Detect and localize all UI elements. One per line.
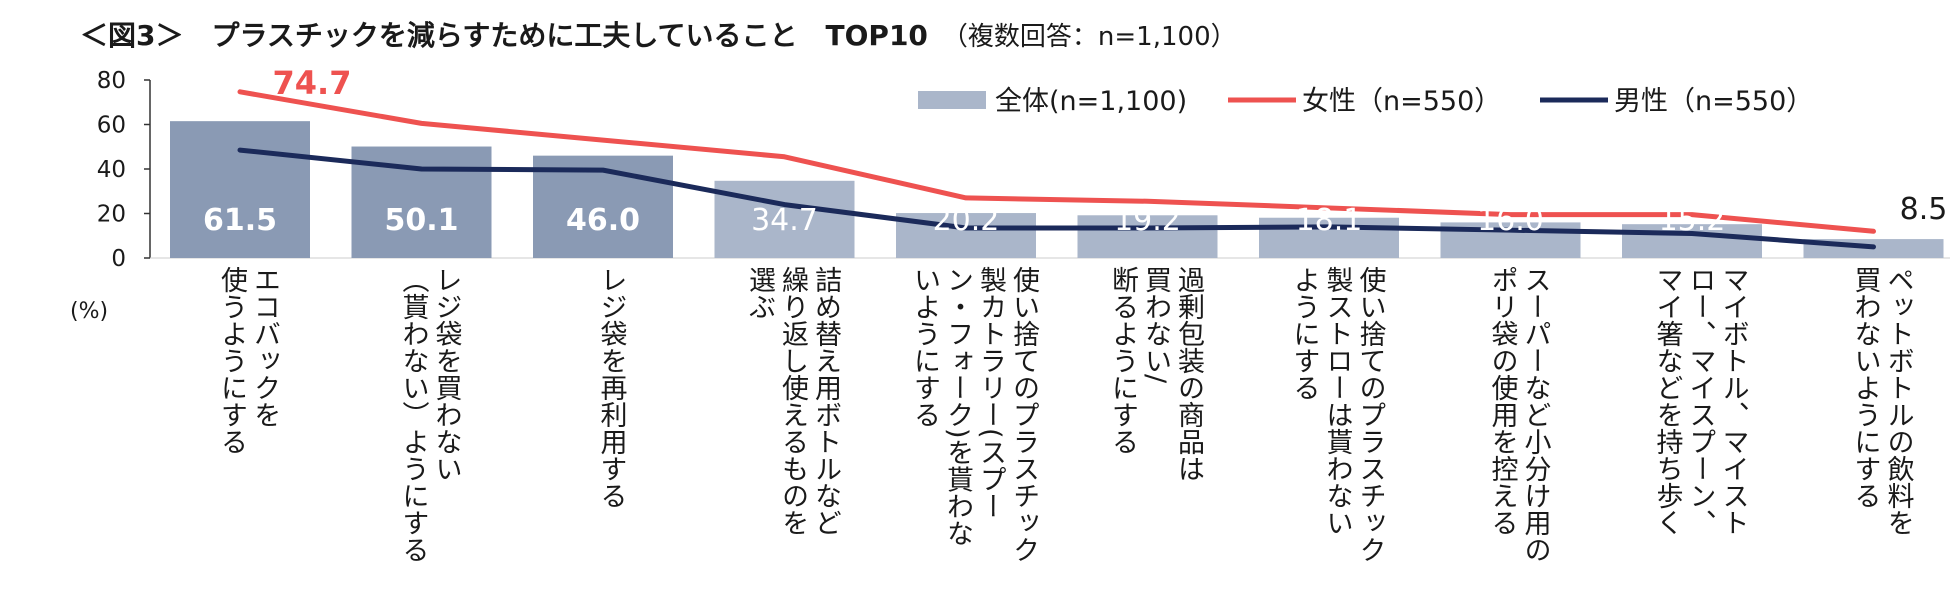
female-highlight-label: 74.7 [273, 64, 352, 102]
y-tick-label: 40 [97, 157, 126, 183]
category-label: スーパーなど小分け用の ポリ袋の使用を控える [1486, 266, 1551, 563]
data-label: 20.2 [933, 203, 1000, 238]
y-tick-label: 60 [97, 113, 126, 139]
bar [1622, 224, 1762, 258]
category-label: 過剰包装の商品は 買わない/ 断るようにする [1107, 266, 1204, 482]
category-label: 使い捨てのプラスチック 製ストローは貰わない ようにする [1288, 266, 1386, 563]
category-label: ペットボトルの飲料を 買わないようにする [1849, 266, 1914, 536]
chart-title-main: ＜図3＞ プラスチックを減らすために工夫していること TOP10 [80, 19, 928, 52]
bar [170, 121, 310, 258]
data-label: 46.0 [566, 203, 640, 238]
legend-label-female: 女性（n=550） [1302, 86, 1501, 117]
category-label: レジ袋を買わない （貰わない）ようにする [397, 266, 462, 563]
bar [1077, 215, 1218, 258]
y-tick-label: 80 [97, 68, 126, 94]
data-label: 18.1 [1296, 203, 1363, 238]
category-label: 使い捨てのプラスチック 製カトラリー(スプー ン・フォーク)を貰わな いようにす… [909, 266, 1039, 563]
data-label: 8.5 [1900, 192, 1948, 227]
legend-label-male: 男性（n=550） [1614, 86, 1813, 117]
bar [533, 155, 673, 258]
y-tick-label: 0 [111, 246, 126, 272]
data-label: 50.1 [384, 203, 458, 238]
y-tick-label: 20 [97, 202, 126, 228]
data-label: 15.2 [1659, 203, 1726, 238]
data-label: 34.7 [751, 203, 818, 238]
category-label: 詰め替え用ボトルなど 繰り返し使えるものを 選ぶ [744, 266, 841, 536]
female-line [237, 89, 1876, 234]
y-axis-label: (%) [70, 299, 108, 324]
category-label: マイボトル、マイスト ロー、マイスプーン、 マイ箸などを持ち歩く [1651, 266, 1749, 536]
chart-title-sub: （複数回答：n=1,100） [941, 22, 1237, 52]
male-line [237, 147, 1876, 250]
category-label: レジ袋を再利用する [595, 266, 627, 509]
data-label: 16.0 [1477, 203, 1544, 238]
data-label: 61.5 [203, 203, 277, 238]
data-label: 19.2 [1114, 203, 1181, 238]
chart-title: ＜図3＞ プラスチックを減らすために工夫していること TOP10 （複数回答：n=… [80, 14, 1237, 54]
category-label: エコバックを 使うようにする [216, 266, 280, 455]
legend-swatch-bar [918, 91, 986, 109]
legend-label-total: 全体(n=1,100) [995, 86, 1187, 117]
